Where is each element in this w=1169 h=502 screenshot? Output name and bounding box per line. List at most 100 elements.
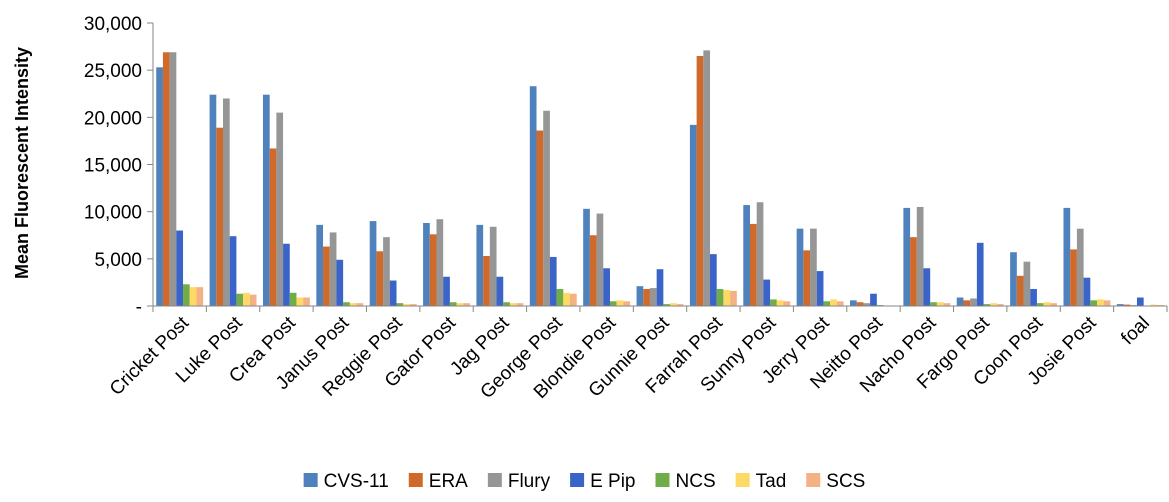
legend-swatch (735, 473, 750, 487)
legend-swatch (408, 473, 423, 487)
bar (776, 300, 784, 306)
bar (603, 268, 610, 306)
bar (963, 300, 971, 306)
bar (763, 279, 771, 306)
bar (836, 301, 844, 306)
bar (303, 297, 310, 306)
bar (229, 236, 237, 306)
bar (1043, 302, 1051, 306)
y-tick-label: - (136, 297, 142, 318)
bar (696, 56, 704, 307)
bar (223, 98, 230, 306)
legend-label: NCS (676, 471, 716, 492)
bar (543, 110, 550, 306)
bar (743, 205, 750, 306)
legend-item: SCS (806, 471, 865, 492)
bar (783, 301, 791, 306)
x-tick-label: foal (1117, 313, 1154, 350)
bar (956, 297, 964, 306)
legend-label: Tad (756, 471, 787, 492)
legend-label: SCS (826, 471, 865, 492)
bar (910, 237, 917, 306)
bar (1070, 249, 1077, 306)
bar (456, 303, 464, 306)
legend-item: CVS-11 (303, 471, 389, 492)
y-tick-label: 10,000 (84, 203, 142, 224)
bar (830, 299, 837, 306)
legend-swatch (487, 473, 502, 487)
bar (269, 148, 277, 306)
bar (343, 302, 350, 306)
bar (162, 52, 170, 306)
bar (663, 304, 671, 306)
bar (703, 50, 711, 307)
bar (596, 213, 604, 306)
legend-label: E Pip (590, 471, 635, 492)
bar (276, 112, 284, 306)
bar (1123, 304, 1131, 306)
bar (976, 242, 984, 306)
bar (183, 284, 190, 306)
x-tick-label: Cricket Post (106, 312, 194, 400)
bar (583, 208, 590, 306)
bar (483, 256, 490, 306)
legend-swatch (303, 473, 318, 487)
bar (1096, 299, 1104, 306)
bar (409, 304, 417, 306)
bar (1090, 300, 1097, 306)
y-tick-label: 5,000 (94, 250, 142, 271)
bar (423, 222, 430, 306)
bar (996, 304, 1004, 306)
bar (649, 288, 657, 306)
bar (930, 302, 937, 306)
bar (710, 254, 717, 306)
bar (356, 303, 364, 306)
bar (1136, 297, 1144, 306)
bar (1016, 275, 1024, 306)
bar (863, 303, 871, 306)
bar (689, 124, 697, 306)
legend-swatch (806, 473, 821, 487)
bar (1150, 304, 1158, 306)
bar (1030, 289, 1037, 306)
bar (903, 207, 911, 306)
legend-swatch (655, 473, 670, 487)
bar (396, 303, 404, 306)
bar (516, 303, 524, 306)
bar (856, 302, 864, 306)
bar (336, 259, 344, 306)
bar (289, 292, 297, 306)
legend-label: ERA (429, 471, 468, 492)
bar (1010, 252, 1017, 306)
bar (1083, 277, 1091, 306)
bar (503, 302, 510, 306)
legend: CVS-11 ERA Flury E Pip NCS Tad SCS (303, 471, 865, 492)
bar (449, 302, 457, 306)
bar (816, 271, 824, 306)
legend-swatch (570, 473, 585, 487)
bar (249, 294, 257, 306)
bar (803, 250, 811, 306)
bar (756, 202, 764, 306)
bar (770, 299, 777, 306)
bar (1023, 261, 1031, 306)
bar (1036, 303, 1044, 306)
legend-item: ERA (408, 471, 468, 492)
y-axis: - 5,000 10,000 15,000 20,000 25,000 30,000 (84, 14, 154, 318)
bar (916, 206, 924, 306)
legend-item: E Pip (570, 471, 636, 492)
bar (243, 292, 250, 306)
bar (316, 224, 324, 306)
bar (189, 287, 197, 306)
bars (156, 50, 1164, 307)
bar (262, 94, 270, 307)
bar (643, 289, 650, 306)
bar (990, 303, 997, 306)
bar (536, 130, 544, 306)
bar (156, 67, 163, 306)
bar (429, 234, 437, 306)
bar (589, 235, 597, 306)
bar (476, 224, 484, 306)
bar (1050, 303, 1058, 306)
